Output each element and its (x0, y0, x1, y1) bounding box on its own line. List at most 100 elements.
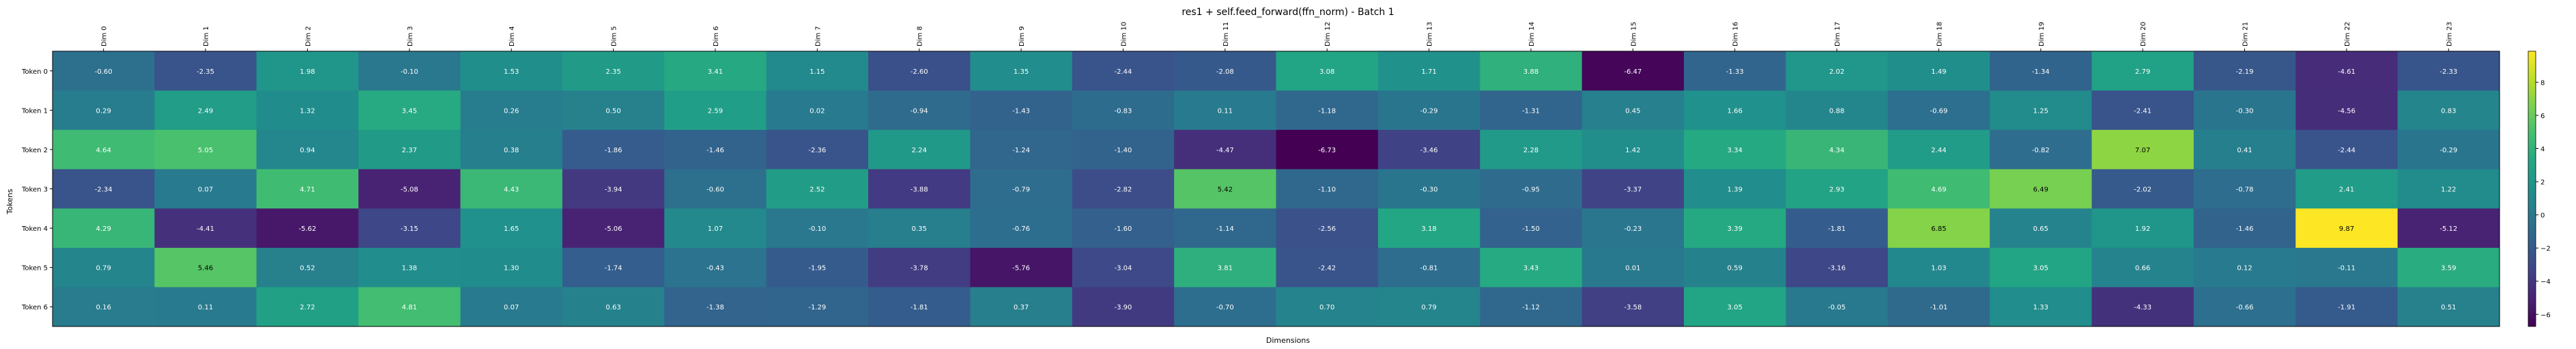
heatmap-cell (2091, 287, 2194, 327)
cell-value-label: -5.76 (1012, 265, 1030, 273)
cell-value-label: 0.41 (2237, 147, 2252, 154)
x-tick-label: Dim 3 (407, 26, 414, 46)
heatmap-cell (766, 208, 869, 249)
heatmap-cell (766, 287, 869, 327)
cell-value-label: -1.43 (1012, 107, 1030, 115)
cell-value-label: -1.81 (1828, 225, 1846, 233)
cell-value-label: -0.78 (2236, 186, 2254, 194)
heatmap-cell (664, 51, 767, 92)
heatmap-cell (256, 51, 359, 92)
x-tick-label: Dim 9 (1018, 26, 1026, 46)
heatmap-cell (1174, 130, 1276, 170)
heatmap-cell (2397, 287, 2500, 327)
heatmap-cell (562, 287, 665, 327)
heatmap-cell (2295, 130, 2399, 170)
cell-value-label: 0.35 (912, 225, 927, 233)
heatmap-cell (766, 130, 869, 170)
heatmap-cell (1684, 208, 1786, 249)
heatmap-cell (970, 247, 1073, 288)
x-tick-label: Dim 13 (1427, 22, 1434, 46)
heatmap-cell (1684, 130, 1786, 170)
cell-value-label: 0.37 (1014, 304, 1029, 311)
x-tick-label: Dim 14 (1528, 22, 1536, 46)
cell-value-label: 3.05 (2033, 265, 2048, 273)
y-tick-label: Token 0 (21, 68, 48, 76)
cell-value-label: 0.29 (96, 107, 111, 115)
heatmap-cell (1990, 90, 2092, 130)
x-tick-label: Dim 0 (101, 26, 109, 46)
x-tick-label: Dim 12 (1324, 22, 1332, 46)
cell-value-label: 2.72 (300, 304, 315, 311)
heatmap-cell (1377, 51, 1480, 92)
x-tick-label: Dim 11 (1222, 22, 1230, 46)
cell-value-label: -3.88 (911, 186, 928, 194)
colorbar-tick-label: 6 (2541, 113, 2545, 120)
heatmap-cell (970, 130, 1073, 170)
cell-value-label: 3.88 (1523, 68, 1539, 76)
cell-value-label: 0.26 (504, 107, 519, 115)
cell-value-label: -0.23 (1624, 225, 1642, 233)
cell-value-label: 2.35 (605, 68, 620, 76)
heatmap-cell (1786, 287, 1889, 327)
cell-value-label: 9.87 (2339, 225, 2354, 233)
cell-value-label: -3.16 (1828, 265, 1846, 273)
cell-value-label: -5.12 (2439, 225, 2457, 233)
y-tick-label: Token 5 (21, 265, 48, 273)
x-tick-label: Dim 22 (2344, 22, 2351, 46)
colorbar-tick-label: 8 (2541, 79, 2545, 87)
heatmap-cell (358, 51, 461, 92)
heatmap-cell (2397, 247, 2500, 288)
cell-value-label: -5.06 (605, 225, 622, 233)
cell-value-label: 0.88 (1829, 107, 1844, 115)
cell-value-label: -1.40 (1115, 147, 1132, 154)
heatmap-cell (358, 247, 461, 288)
colorbar-tick-label: 2 (2541, 179, 2545, 186)
cell-value-label: 3.08 (1319, 68, 1334, 76)
cell-value-label: -1.46 (2236, 225, 2254, 233)
heatmap-cell (970, 90, 1073, 130)
cell-value-label: 3.81 (1218, 265, 1233, 273)
heatmap-cell (1990, 208, 2092, 249)
heatmap-cell (2091, 51, 2194, 92)
cell-value-label: -2.82 (1115, 186, 1132, 194)
heatmap-cell (1276, 287, 1379, 327)
heatmap-cell (2397, 130, 2500, 170)
heatmap-cell (562, 208, 665, 249)
colorbar: −6 −4 −2 0 2 4 6 8 (2528, 51, 2551, 327)
cell-value-label: 2.24 (912, 147, 927, 154)
chart-title: res1 + self.feed_forward(ffn_norm) - Bat… (1182, 7, 1394, 18)
heatmap-cell (1582, 287, 1685, 327)
cell-value-label: -3.78 (911, 265, 928, 273)
cell-value-label: 0.59 (1728, 265, 1743, 273)
heatmap-cell (1174, 287, 1276, 327)
heatmap-cell (1377, 287, 1480, 327)
cell-value-label: 3.43 (1523, 265, 1539, 273)
heatmap-cell (1377, 247, 1480, 288)
heatmap-cell (766, 51, 869, 92)
heatmap-cell (1480, 130, 1583, 170)
heatmap-cell (1276, 208, 1379, 249)
cell-value-label: -1.86 (605, 147, 622, 154)
heatmap-cell (1582, 169, 1685, 209)
heatmap-cell (53, 247, 155, 288)
cell-value-label: 3.59 (2441, 265, 2456, 273)
cell-value-label: 3.45 (402, 107, 417, 115)
heatmap-cell (1887, 287, 1990, 327)
cell-value-label: -4.33 (2134, 304, 2151, 311)
cell-value-label: 2.79 (2135, 68, 2150, 76)
heatmap-cell (1887, 169, 1990, 209)
heatmap-cells (53, 51, 2500, 327)
heatmap-cell (970, 208, 1073, 249)
cell-value-label: -2.60 (911, 68, 928, 76)
cell-value-label: 3.39 (1728, 225, 1743, 233)
cell-value-label: 1.35 (1014, 68, 1029, 76)
heatmap-cell (358, 208, 461, 249)
heatmap-cell (970, 51, 1073, 92)
cell-value-label: -0.43 (706, 265, 724, 273)
heatmap-cell (664, 169, 767, 209)
heatmap-cell (1072, 208, 1175, 249)
heatmap-cell (1786, 247, 1889, 288)
cell-value-label: 2.41 (2339, 186, 2354, 194)
cell-value-label: -2.34 (95, 186, 113, 194)
cell-value-label: 4.69 (1931, 186, 1946, 194)
